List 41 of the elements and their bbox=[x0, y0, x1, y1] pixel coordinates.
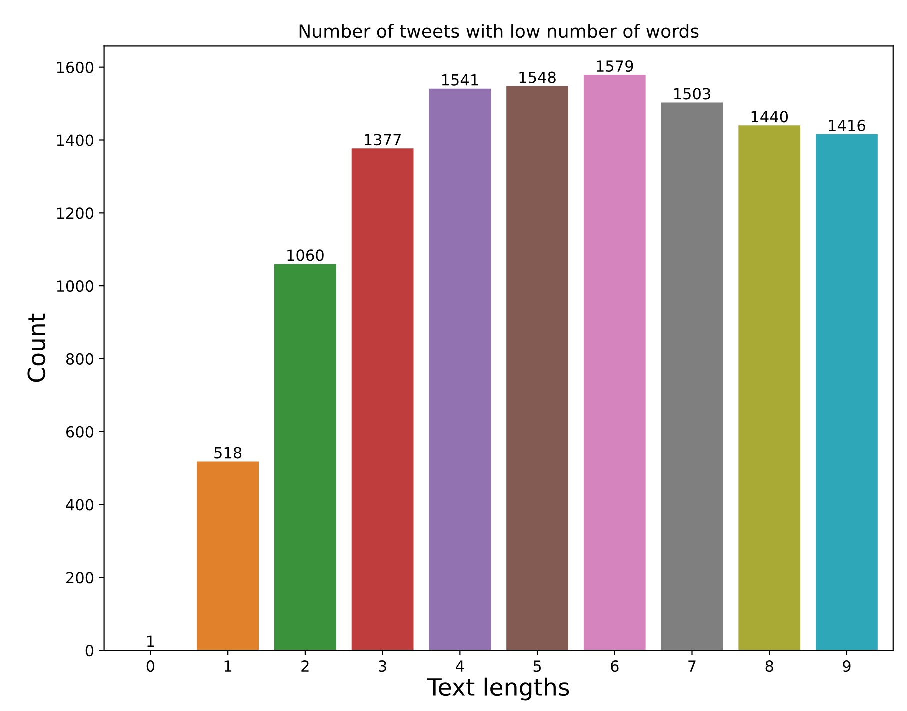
bar bbox=[584, 75, 646, 651]
bar bbox=[661, 102, 724, 651]
x-tick-label: 1 bbox=[224, 660, 232, 672]
data-label: 1440 bbox=[752, 111, 788, 123]
x-tick-label: 9 bbox=[843, 660, 851, 672]
data-label: 1541 bbox=[442, 74, 478, 86]
y-tick-label: 600 bbox=[66, 426, 94, 438]
x-tick-label: 8 bbox=[766, 660, 774, 672]
y-tick-label: 400 bbox=[66, 499, 94, 511]
data-label: 1377 bbox=[365, 134, 401, 146]
bar bbox=[738, 126, 801, 651]
x-axis-title: Text lengths bbox=[427, 678, 570, 701]
data-label: 1416 bbox=[829, 120, 866, 132]
bar bbox=[429, 88, 492, 651]
x-tick-label: 2 bbox=[302, 660, 309, 672]
y-tick-label: 1200 bbox=[57, 208, 94, 220]
data-label: 518 bbox=[214, 447, 242, 459]
bar bbox=[197, 462, 260, 651]
y-tick-label: 1400 bbox=[57, 134, 94, 146]
data-label: 1 bbox=[148, 636, 154, 648]
data-label: 1579 bbox=[597, 60, 634, 72]
y-tick-label: 800 bbox=[66, 353, 94, 365]
x-tick-label: 0 bbox=[146, 660, 155, 672]
x-tick-label: 4 bbox=[456, 660, 464, 672]
y-tick-label: 1600 bbox=[57, 62, 94, 74]
data-label: 1503 bbox=[674, 88, 710, 100]
y-tick-label: 1000 bbox=[57, 280, 94, 292]
chart-title: Number of tweets with low number of words bbox=[300, 24, 699, 38]
x-tick-label: 7 bbox=[688, 660, 696, 672]
bar bbox=[274, 264, 336, 651]
data-label: 1548 bbox=[520, 72, 556, 84]
y-tick-label: 0 bbox=[86, 645, 94, 657]
x-tick-label: 6 bbox=[611, 660, 619, 672]
y-axis-title: Count bbox=[28, 314, 46, 382]
bar bbox=[506, 86, 568, 651]
x-tick-label: 3 bbox=[379, 660, 386, 672]
bar bbox=[352, 148, 414, 651]
x-tick-label: 5 bbox=[534, 660, 542, 672]
bar bbox=[816, 134, 878, 651]
y-tick-label: 200 bbox=[66, 572, 94, 584]
data-label: 1060 bbox=[288, 250, 324, 262]
